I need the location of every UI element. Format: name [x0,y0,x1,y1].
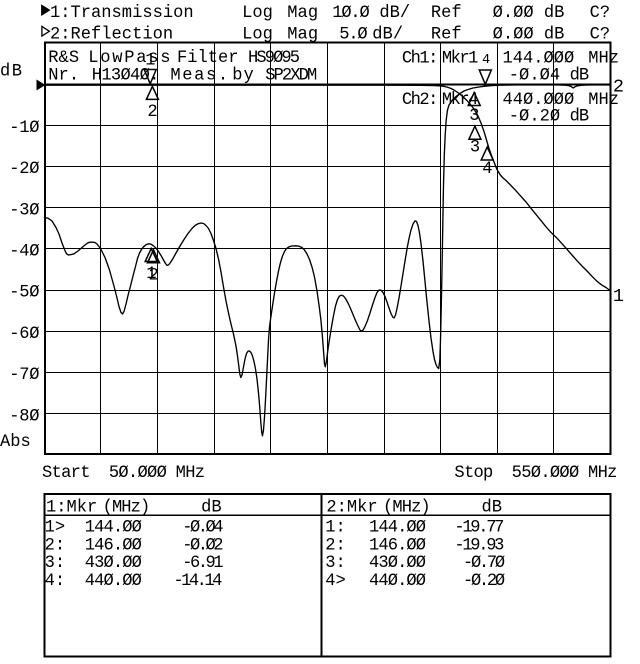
svg-text:2: 2 [149,266,159,285]
svg-text:1: 1 [145,52,155,71]
svg-text:R&S: R&S [48,49,79,68]
svg-text:Log: Log [242,25,273,44]
svg-text:Log: Log [242,4,273,23]
svg-text:44Ø.ØØ: 44Ø.ØØ [369,572,426,591]
svg-text:Ø.ØØ dB: Ø.ØØ dB [493,4,565,23]
svg-text:-4Ø: -4Ø [9,243,39,262]
svg-text:HS9Ø95: HS9Ø95 [248,49,300,68]
svg-text:C?: C? [590,25,611,44]
svg-text:dB: dB [570,107,589,126]
svg-text:2:Mkr: 2:Mkr [326,499,377,518]
svg-text:44Ø.ØØ: 44Ø.ØØ [85,572,142,591]
svg-text:-Ø.Ø4: -Ø.Ø4 [182,519,223,538]
svg-text:-Ø.2Ø: -Ø.2Ø [509,107,560,126]
svg-text:3:: 3: [325,554,346,573]
svg-text:C?: C? [590,4,611,23]
svg-text:2: 2 [147,103,157,122]
svg-text:Filter: Filter [177,49,239,68]
svg-text:Mag: Mag [287,4,318,23]
svg-text:-Ø.2Ø: -Ø.2Ø [463,572,505,591]
svg-text:MHz: MHz [588,50,619,69]
svg-text:Ch1:: Ch1: [402,50,437,69]
svg-text:dB: dB [0,62,24,81]
svg-text:-1Ø: -1Ø [9,119,39,138]
svg-text:dB: dB [482,499,503,518]
svg-text:(MHz): (MHz) [103,499,150,518]
svg-text:LowPass: LowPass [88,49,172,68]
svg-text:-14.14: -14.14 [173,572,222,591]
svg-text:Meas.: Meas. [170,66,229,85]
svg-text:4: 4 [482,53,490,68]
svg-text:144.ØØ: 144.ØØ [369,519,426,538]
svg-text:1:Mkr: 1:Mkr [46,499,97,518]
svg-text:Stop 55Ø.ØØØ MHz: Stop 55Ø.ØØØ MHz [454,464,616,483]
svg-text:1: 1 [146,265,156,284]
svg-text:-2Ø: -2Ø [9,160,39,179]
svg-text:144.ØØ: 144.ØØ [85,519,142,538]
svg-text:Start 5Ø.ØØØ MHz: Start 5Ø.ØØØ MHz [42,464,204,483]
svg-text:43Ø.ØØ: 43Ø.ØØ [369,554,426,573]
svg-text:-6.91: -6.91 [182,554,223,573]
svg-text:1>: 1> [45,519,66,538]
svg-text:(MHz): (MHz) [383,499,430,518]
svg-text:H13Ø4Ø.: H13Ø4Ø. [92,66,159,85]
svg-text:4: 4 [482,160,492,179]
svg-text:5.Ø: 5.Ø [339,25,367,44]
svg-text:-6Ø: -6Ø [9,325,39,344]
svg-text:3: 3 [470,139,480,158]
svg-text:Abs: Abs [0,433,31,452]
svg-text:1:Transmission: 1:Transmission [50,4,194,23]
svg-text:-8Ø: -8Ø [9,407,39,426]
svg-text:3:: 3: [45,554,66,573]
svg-text:3: 3 [469,107,479,126]
svg-text:Ø.ØØ dB: Ø.ØØ dB [493,25,565,44]
svg-text:44Ø.ØØØ: 44Ø.ØØØ [503,91,575,110]
svg-text:dB: dB [570,66,589,85]
svg-text:1:: 1: [325,519,346,538]
svg-text:2: 2 [613,76,624,97]
svg-text:-19.77: -19.77 [454,519,503,538]
svg-text:1Ø.Ø: 1Ø.Ø [332,4,369,23]
svg-text:MHz: MHz [588,91,619,110]
svg-text:Ref: Ref [431,4,462,23]
svg-text:-Ø.7Ø: -Ø.7Ø [463,554,505,573]
svg-text:-7Ø: -7Ø [9,366,39,385]
svg-text:4:: 4: [45,572,66,591]
svg-text:2:: 2: [45,536,66,555]
svg-text:144.ØØØ: 144.ØØØ [503,50,575,69]
svg-text:146.ØØ: 146.ØØ [369,536,426,555]
svg-text:dB/: dB/ [372,25,403,44]
svg-text:-Ø.Ø2: -Ø.Ø2 [182,536,223,555]
svg-text:Mag: Mag [287,25,318,44]
svg-text:-Ø.Ø4: -Ø.Ø4 [509,66,560,85]
svg-text:SP2XDM: SP2XDM [265,66,317,85]
svg-text:146.ØØ: 146.ØØ [85,536,142,555]
svg-text:dB/: dB/ [379,4,410,23]
svg-text:Ch2:: Ch2: [402,91,437,110]
svg-text:-3Ø: -3Ø [9,201,39,220]
svg-text:2:: 2: [325,536,346,555]
svg-text:-5Ø: -5Ø [9,284,39,303]
svg-text:Ref: Ref [431,25,462,44]
svg-text:-19.93: -19.93 [454,536,504,555]
svg-text:1: 1 [613,286,624,307]
svg-text:dB: dB [201,499,222,518]
svg-text:Mkr1: Mkr1 [442,50,478,69]
svg-text:43Ø.ØØ: 43Ø.ØØ [85,554,142,573]
svg-text:Nr.: Nr. [48,66,79,85]
svg-text:2:Reflection: 2:Reflection [50,25,173,44]
svg-text:by: by [232,66,255,85]
svg-text:4>: 4> [325,572,346,591]
